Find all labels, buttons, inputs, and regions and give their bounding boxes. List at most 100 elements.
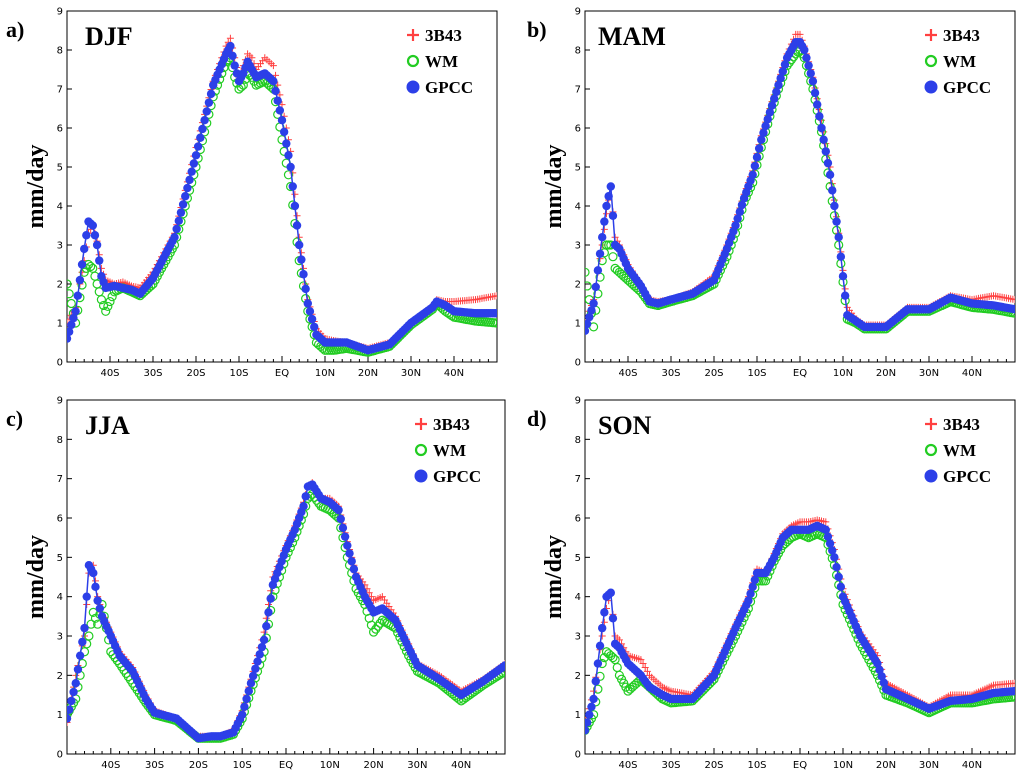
legend-label: GPCC — [943, 467, 991, 486]
panel-letter: b) — [527, 17, 547, 42]
data-point — [585, 281, 592, 291]
data-point — [737, 200, 747, 210]
data-point — [71, 679, 80, 688]
legend-marker-plus — [415, 418, 427, 430]
data-point — [67, 298, 76, 309]
data-point — [242, 694, 251, 704]
legend-marker-filled-circle — [414, 469, 428, 483]
data-point — [82, 592, 91, 601]
y-tick-label: 1 — [575, 319, 581, 330]
data-point — [198, 124, 207, 134]
x-tick-label: 40S — [101, 760, 120, 771]
panel-jja: 0 1 2 3 4 5 6 7 8 9 40S 30S 20S 10S EQ 10N 20N 30N 40N c) JJ… — [6, 396, 506, 771]
data-point — [819, 135, 828, 144]
x-tick-label: 30S — [145, 760, 164, 771]
legend-marker-filled-circle — [924, 469, 938, 483]
data-point — [98, 300, 109, 311]
data-point — [226, 34, 234, 42]
legend-label: WM — [433, 441, 466, 460]
data-point — [606, 182, 615, 191]
legend-label: WM — [943, 52, 976, 71]
legend-marker-plus — [925, 29, 937, 41]
data-point — [103, 301, 113, 312]
data-point — [759, 128, 768, 138]
y-tick-label: 7 — [575, 85, 581, 96]
x-tick-label: 20S — [189, 760, 208, 771]
y-tick-label: 2 — [575, 671, 581, 682]
data-point — [796, 30, 804, 38]
data-point — [815, 112, 824, 121]
data-point — [248, 671, 258, 681]
data-point — [273, 96, 282, 105]
x-tick-label: 10S — [747, 760, 766, 771]
data-point — [343, 541, 352, 550]
y-tick-label: 5 — [57, 553, 63, 564]
data-point — [830, 553, 839, 562]
data-point — [595, 249, 605, 258]
x-tick-label: 10S — [233, 760, 252, 771]
data-point — [367, 593, 375, 601]
x-tick-label: 40S — [618, 760, 637, 771]
data-point — [262, 621, 271, 631]
data-point — [593, 684, 603, 694]
data-point — [822, 518, 830, 526]
data-point — [187, 167, 196, 176]
data-point — [593, 266, 603, 275]
data-point — [75, 275, 85, 285]
data-point — [86, 619, 96, 629]
y-tick-label: 5 — [575, 553, 581, 564]
legend-label: 3B43 — [943, 26, 980, 45]
x-tick-label: 40N — [444, 368, 464, 379]
y-tick-label: 5 — [575, 163, 581, 174]
data-point — [93, 596, 102, 605]
season-title: MAM — [598, 22, 666, 51]
x-tick-label: 40N — [451, 760, 471, 771]
series-gpcc — [67, 41, 497, 355]
x-tick-label: 30N — [407, 760, 427, 771]
data-point — [1010, 305, 1015, 314]
data-point — [338, 523, 348, 533]
data-point — [589, 299, 598, 308]
data-point — [1011, 679, 1015, 687]
panel-letter: a) — [6, 17, 24, 42]
data-point — [802, 53, 811, 62]
data-point — [600, 217, 609, 226]
legend-marker-filled-circle — [924, 80, 938, 94]
data-point — [226, 41, 235, 51]
x-tick-label: 30S — [661, 368, 680, 379]
data-point — [282, 139, 291, 148]
legend-label: WM — [425, 52, 458, 71]
data-point — [604, 192, 613, 201]
data-point — [369, 627, 379, 637]
data-point — [266, 594, 275, 603]
data-point — [643, 667, 651, 675]
data-point — [84, 631, 94, 641]
data-point — [585, 326, 590, 335]
data-point — [293, 212, 301, 220]
data-point — [67, 289, 74, 299]
data-point — [823, 532, 833, 541]
y-tick-label: 4 — [57, 202, 63, 213]
data-point — [752, 153, 762, 162]
y-tick-label: 3 — [575, 632, 581, 643]
data-point — [836, 252, 846, 261]
data-point — [873, 659, 882, 668]
data-point — [193, 142, 203, 151]
y-tick-label: 7 — [57, 85, 63, 96]
panel-son: 0 1 2 3 4 5 6 7 8 9 40S 30S 20S 10S EQ 10N 20N 30N 40N d) SO… — [527, 396, 1016, 771]
data-point — [754, 144, 764, 153]
x-tick-label: 40N — [962, 760, 982, 771]
series-gpcc — [585, 38, 1015, 335]
data-point — [67, 719, 71, 727]
legend-label: WM — [943, 441, 976, 460]
y-tick-label: 6 — [575, 514, 581, 525]
data-point — [77, 260, 87, 269]
data-point — [67, 705, 74, 714]
y-tick-label: 9 — [57, 396, 63, 407]
y-tick-label: 0 — [575, 358, 581, 369]
data-point — [269, 62, 277, 70]
data-point — [257, 642, 267, 652]
data-point — [585, 267, 590, 277]
data-point — [823, 158, 833, 168]
data-point — [105, 296, 115, 307]
